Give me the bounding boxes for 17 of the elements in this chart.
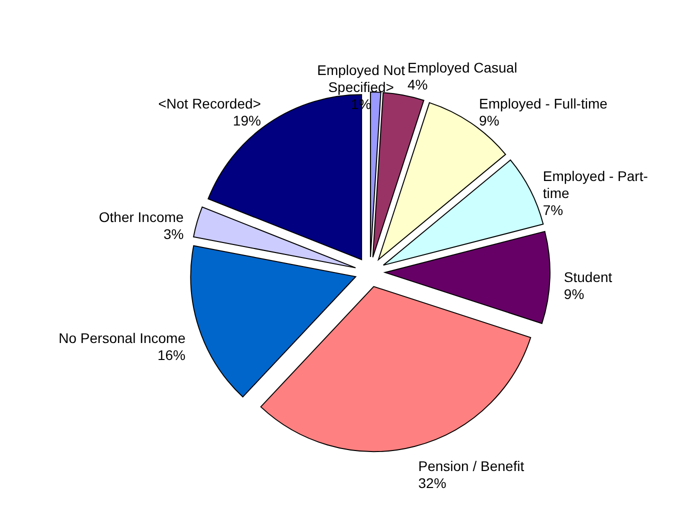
data-label: 32% [418,474,446,491]
data-label: 16% [157,346,186,363]
data-label: 9% [479,112,500,129]
data-label: 3% [163,226,184,242]
slice-label: Pension / Benefit [418,458,524,474]
slice-label: Student [564,269,612,286]
slice-label: <Not Recorded> [158,96,261,112]
slice-label: Employed - Full-time [479,96,608,112]
slice-label: Employed Not Specified> [317,62,406,96]
slice-label: Employed - Part-time [542,168,648,201]
data-label: 19% [232,112,261,129]
data-label: 7% [542,202,564,218]
data-label: 9% [564,286,584,302]
data-label: 4% [407,76,428,93]
slice-label: Employed Casual [407,60,518,76]
slice-label: Other Income [98,208,184,225]
slice-label: No Personal Income [58,330,186,346]
